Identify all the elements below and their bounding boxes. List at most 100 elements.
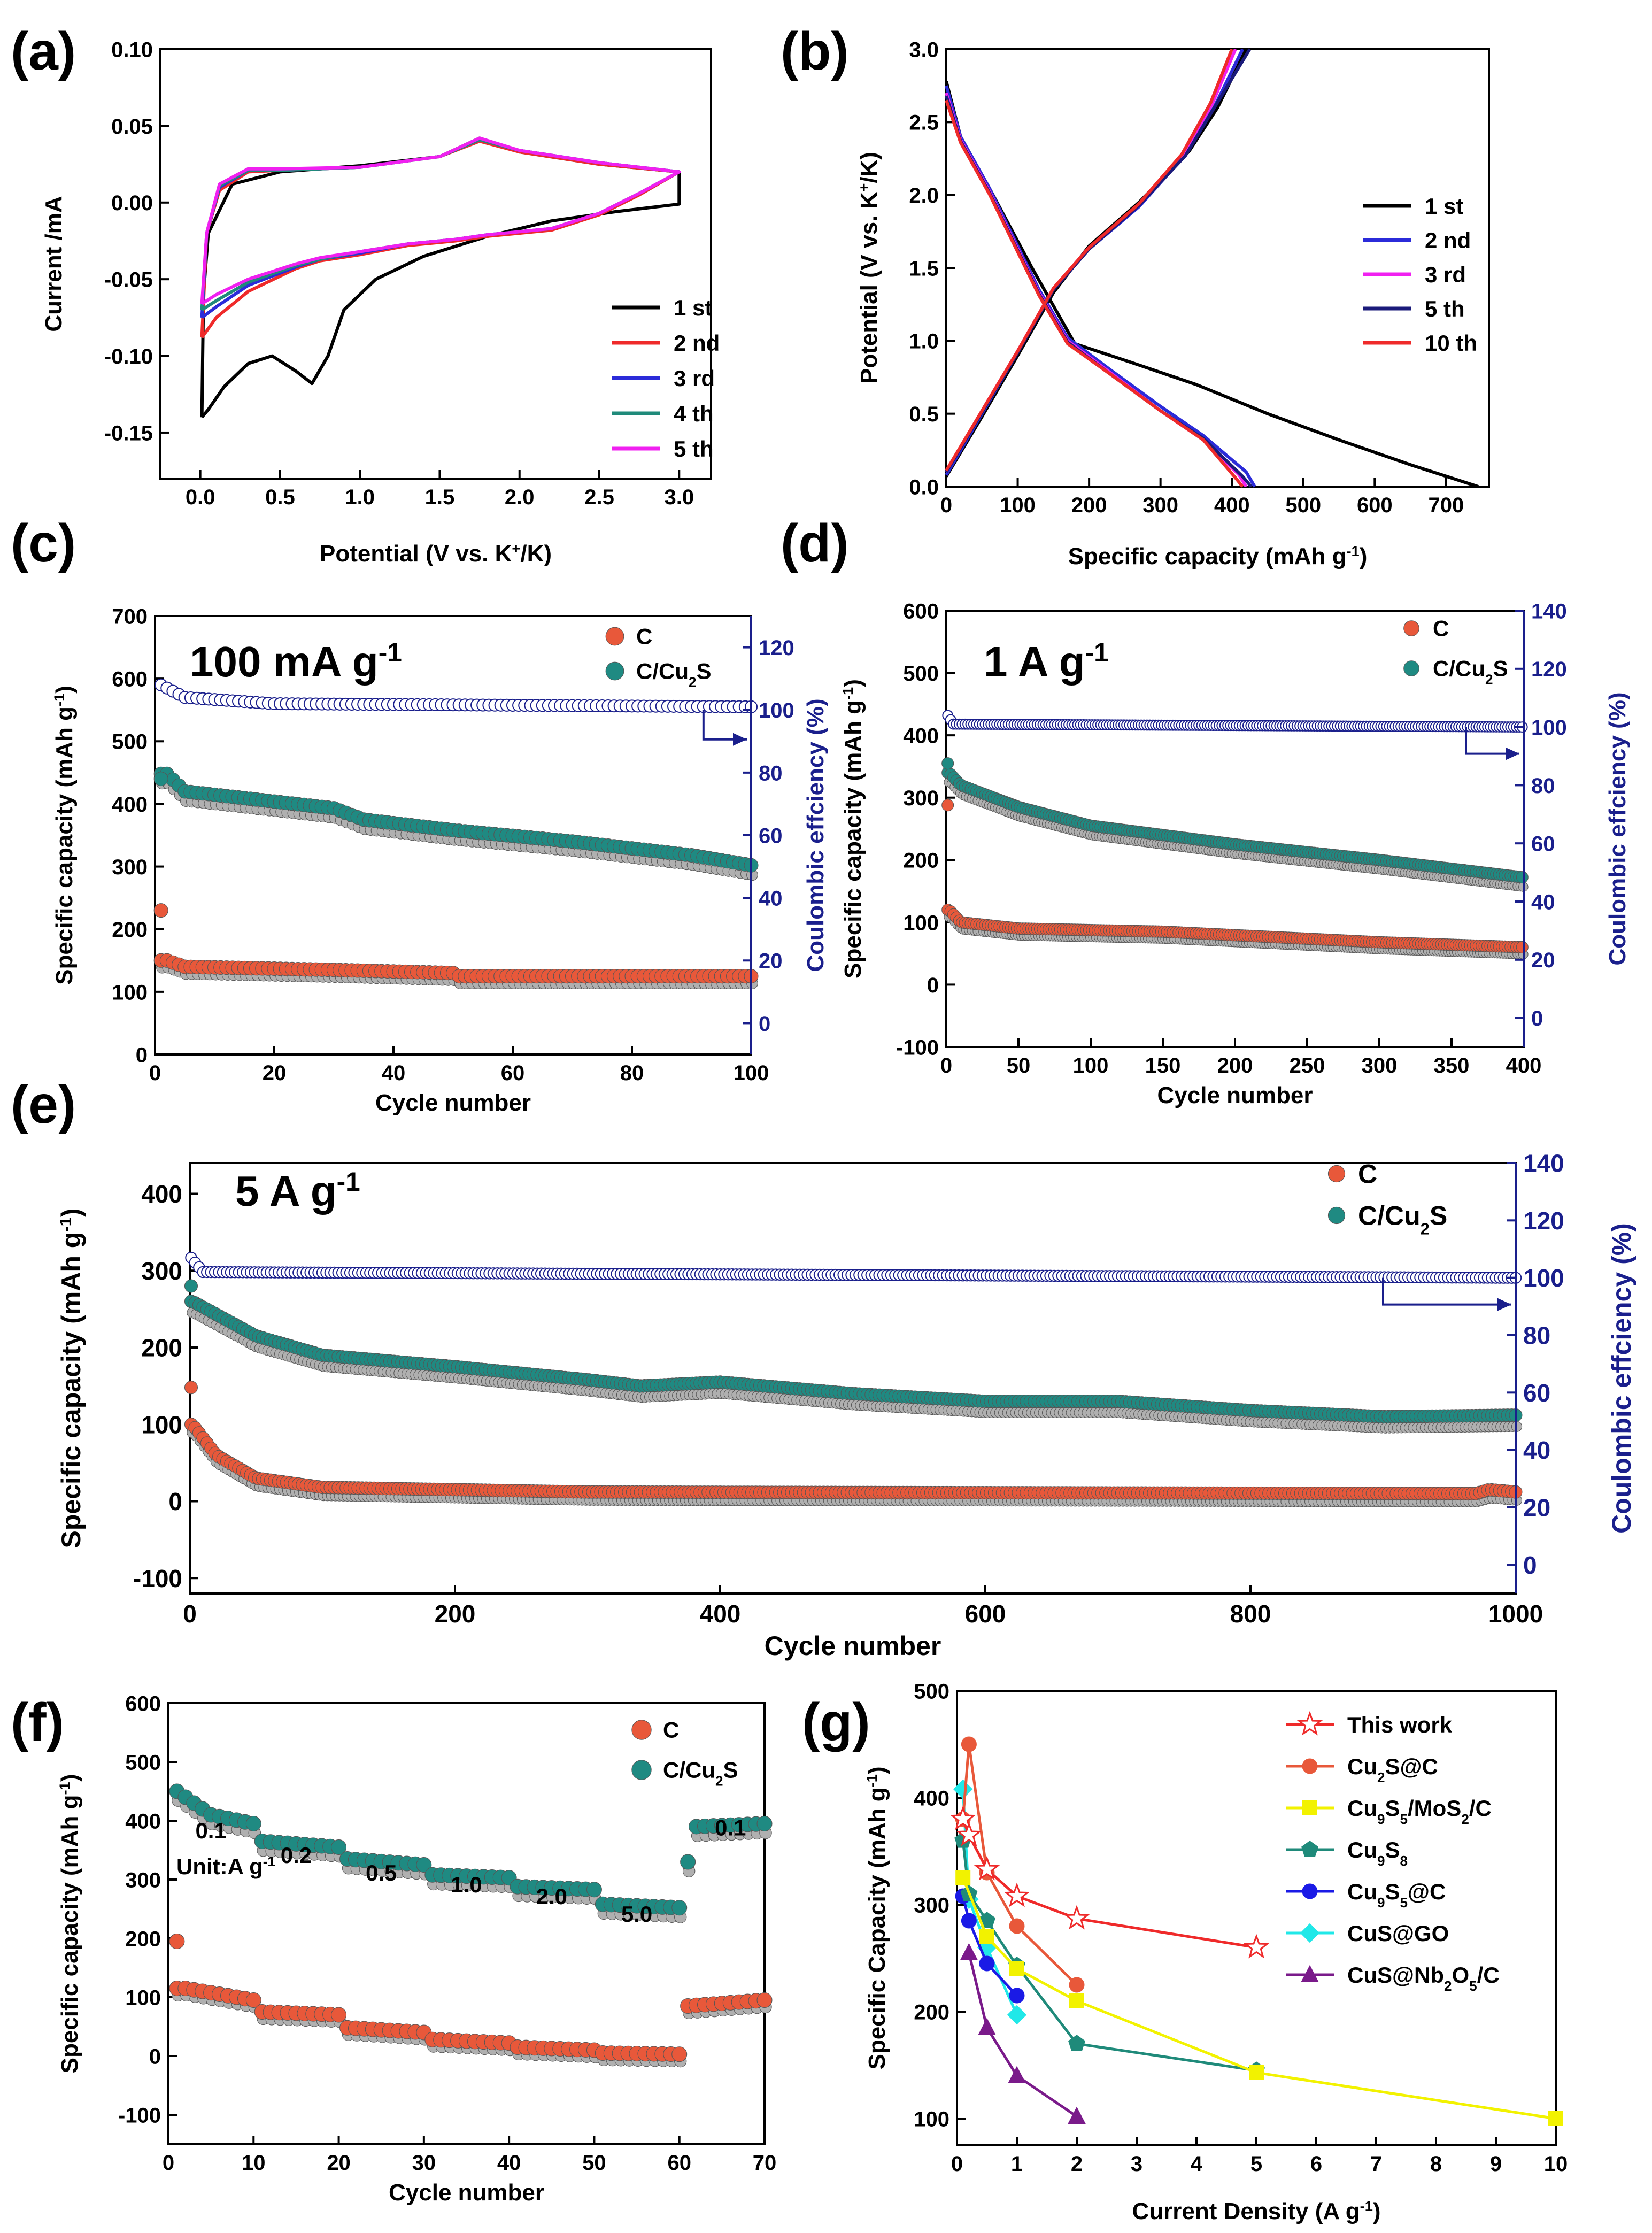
x-axis-label-part: -1 [1360,2198,1373,2214]
comparison-point [979,1955,995,1972]
gcd-curve [945,95,1253,488]
legend-label-part: 9 [1377,1895,1385,1911]
x-tick-label: 250 [1290,1054,1325,1077]
legend-marker-c [1403,620,1419,636]
x-tick-label: 0.0 [186,486,215,509]
y-axis-label-part: -1 [863,1774,880,1787]
y2-tick-label: 40 [759,887,783,911]
legend-label-part: 2 [715,1773,723,1789]
y-axis-label: Current /mA [41,196,67,332]
x-axis-label: Cycle number [765,1631,941,1661]
cv-curve [200,136,681,305]
c-first-point [184,1381,198,1395]
x-tick-label: 700 [1428,494,1464,517]
legend-label-part: S [1430,1201,1447,1231]
axis-arrow [702,710,747,741]
x-axis-label: Potential (V vs. K+/K) [320,540,552,567]
gcd-curve [945,48,1233,472]
legend-label-part: 9 [1377,1811,1385,1827]
legend-marker-c [1327,1165,1346,1183]
legend-label: 4 th [674,401,714,426]
x-axis-label-part: Current Density (A g [1132,2198,1360,2224]
y-tick-label: -100 [118,2104,161,2127]
y2-tick-label: 40 [1523,1436,1550,1464]
y-tick-label: 0.00 [111,191,153,215]
legend-label-part: Cu [1347,1796,1377,1821]
legend-label-part: Cu [1347,1837,1377,1862]
legend-label-part: S [1385,1879,1400,1904]
y-axis-label-part: Specific capacity (mAh g [840,700,866,979]
panel-label: (d) [781,513,849,573]
panel-label: (f) [11,1692,64,1752]
cu2s-point [1516,871,1529,884]
legend-label: 5 th [674,436,714,461]
y2-tick-label: 0 [759,1012,770,1036]
y-tick-label: 200 [141,1334,182,1362]
legend-marker [1301,1841,1318,1857]
y-tick-label: -0.05 [104,268,153,292]
rate-step-label: 0.1 [195,1818,226,1843]
y2-tick-label: 20 [759,950,783,973]
unit-label-part: Unit:A g [176,1854,263,1879]
legend-label: Cu2S@C [1347,1754,1438,1785]
x-tick-label: 60 [667,2151,691,2175]
y-tick-label: 1.0 [909,330,939,353]
legend-label-part: 2 [689,674,696,690]
y2-tick-label: 120 [1531,658,1567,681]
x-tick-label: 5 [1250,2152,1262,2176]
c-first-point [941,799,954,812]
x-tick-label: 60 [501,1061,525,1085]
legend-marker-cu2s [631,1760,652,1780]
comparison-line [961,1840,1257,2072]
y-tick-label: 0 [168,1488,182,1515]
y2-tick-label: 80 [759,761,783,785]
x-tick-label: 0.5 [265,486,295,509]
y2-tick-label: 80 [1531,774,1555,798]
comparison-point [978,2018,996,2035]
rate-label-part: -1 [1085,637,1109,667]
x-tick-label: 50 [582,2151,606,2175]
comparison-point [1548,2111,1563,2126]
legend-marker-c [605,627,624,646]
rate-label-part: -1 [337,1167,360,1197]
legend-label: C/Cu2S [1358,1201,1447,1238]
y-axis-label: Specific capacity (mAh g-1) [51,686,78,985]
panel-label: (g) [802,1692,870,1752]
y-tick-label: 300 [141,1257,182,1285]
data-points [153,678,759,989]
rate-step-label: 0.2 [281,1843,312,1868]
data-points [169,1783,773,2068]
x-tick-label: 40 [497,2151,521,2175]
y2-tick-label: 40 [1531,890,1555,914]
legend-label-part: S [1385,1796,1400,1821]
comparison-point [1009,1961,1024,1976]
y-tick-label: 2.5 [909,111,939,135]
legend-label: This work [1347,1712,1453,1737]
legend-label: C [663,1718,679,1743]
x-tick-label: 40 [382,1061,406,1085]
panel-label: (b) [781,21,849,81]
x-tick-label: 10 [242,2151,266,2175]
y-tick-label: 500 [914,1680,949,1703]
comparison-point [1009,1918,1025,1934]
plot-frame [189,1162,1517,1595]
y2-tick-label: 0 [1531,1007,1543,1030]
x-tick-label: 1.5 [425,486,455,509]
legend-label-part: C/Cu [1433,656,1485,681]
x-tick-label: 50 [1007,1054,1031,1077]
x-tick-label: 200 [1071,494,1107,517]
x-axis-label-part: Specific capacity (mAh g [1068,543,1347,569]
comparison-point [1068,2106,1086,2124]
y2-tick-label: 20 [1531,949,1555,972]
cu2s-first-point [184,1279,198,1293]
x-tick-label: 600 [1357,494,1393,517]
x-tick-label: 1000 [1488,1600,1543,1628]
comparison-point [961,1913,977,1929]
legend-label: Cu9S5@C [1347,1879,1446,1911]
x-tick-label: 350 [1434,1054,1470,1077]
x-axis-label: Cycle number [389,2180,544,2206]
x-tick-label: 1.0 [345,486,375,509]
legend-label: 10 th [1425,330,1477,356]
y-tick-label: 0.5 [909,403,939,426]
legend-label-part: S@C [1385,1754,1438,1779]
